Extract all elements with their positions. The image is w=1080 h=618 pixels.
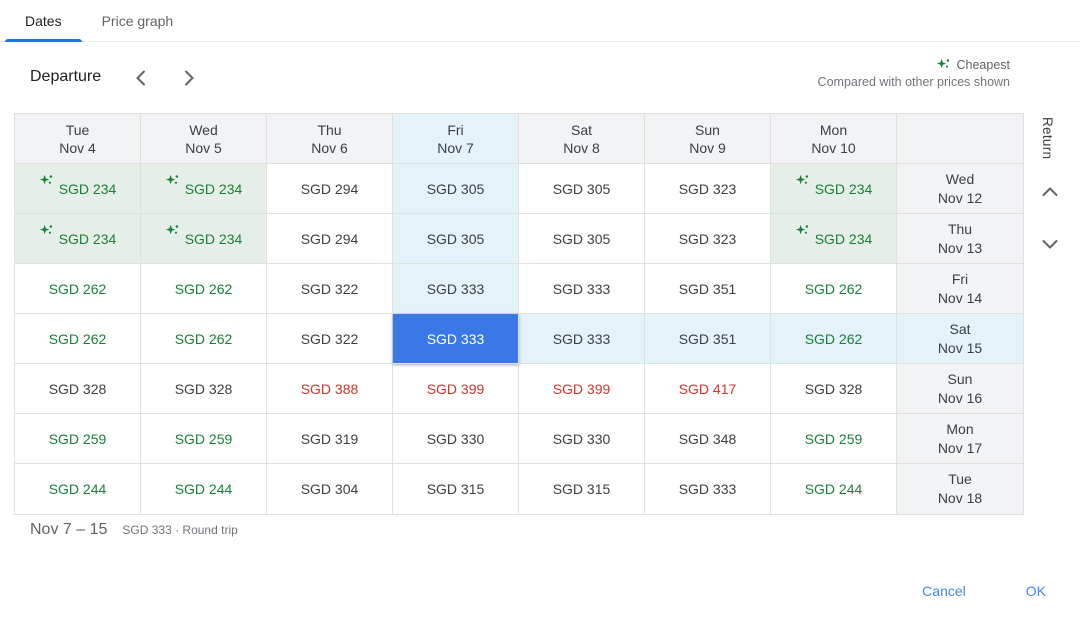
tab-dates[interactable]: Dates	[5, 0, 82, 42]
price-cell[interactable]: SGD 348	[645, 414, 771, 464]
return-date-cell: Tue Nov 18	[897, 464, 1023, 514]
price-cell[interactable]: SGD 294	[267, 214, 393, 264]
price-cell[interactable]: SGD 305	[393, 214, 519, 264]
column-header-cell: Mon Nov 10	[771, 114, 897, 164]
price-cell[interactable]: SGD 262	[141, 314, 267, 364]
price-cell[interactable]: SGD 244	[771, 464, 897, 514]
price-cell[interactable]: SGD 399	[393, 364, 519, 414]
tab-bar: Dates Price graph	[0, 0, 1080, 42]
column-header-cell: Sat Nov 8	[519, 114, 645, 164]
column-header-cell: Tue Nov 4	[15, 114, 141, 164]
price-cell[interactable]: SGD 234	[141, 214, 267, 264]
price-cell[interactable]: SGD 234	[15, 214, 141, 264]
price-cell[interactable]: SGD 294	[267, 164, 393, 214]
selected-date-range: Nov 7 – 15	[30, 521, 108, 538]
return-date-cell: Thu Nov 13	[897, 214, 1023, 264]
tab-dates-label: Dates	[25, 12, 62, 29]
cheapest-icon	[165, 174, 178, 185]
price-cell[interactable]: SGD 323	[645, 164, 771, 214]
departure-label: Departure	[30, 68, 102, 85]
chevron-right-icon	[185, 70, 194, 86]
cheapest-icon	[795, 174, 808, 185]
price-cell[interactable]: SGD 351	[645, 264, 771, 314]
previous-dates-button[interactable]	[127, 64, 155, 92]
price-cell[interactable]: SGD 262	[15, 264, 141, 314]
selected-price-detail: SGD 333 · Round trip	[122, 523, 238, 537]
trip-summary: Nov 7 – 15 SGD 333 · Round trip	[30, 521, 238, 539]
price-cell[interactable]: SGD 328	[15, 364, 141, 414]
price-cell[interactable]: SGD 319	[267, 414, 393, 464]
return-scroll-down-button[interactable]	[1036, 230, 1064, 258]
price-cell[interactable]: SGD 259	[141, 414, 267, 464]
price-cell[interactable]: SGD 305	[393, 164, 519, 214]
cheapest-icon	[39, 174, 52, 185]
cheapest-legend: Cheapest Compared with other prices show…	[817, 57, 1010, 90]
column-header-empty-cell	[897, 114, 1023, 164]
chevron-left-icon	[136, 70, 145, 86]
price-cell[interactable]: SGD 333	[519, 314, 645, 364]
column-header-cell: Fri Nov 7	[393, 114, 519, 164]
chevron-down-icon	[1042, 240, 1058, 249]
price-cell[interactable]: SGD 417	[645, 364, 771, 414]
price-cell[interactable]: SGD 259	[15, 414, 141, 464]
return-date-cell: Sun Nov 16	[897, 364, 1023, 414]
return-scroll-up-button[interactable]	[1036, 178, 1064, 206]
price-cell[interactable]: SGD 333	[393, 264, 519, 314]
price-cell[interactable]: SGD 234	[15, 164, 141, 214]
price-cell-selected[interactable]: SGD 333	[393, 314, 519, 364]
column-header-cell: Sun Nov 9	[645, 114, 771, 164]
price-cell[interactable]: SGD 305	[519, 164, 645, 214]
price-cell[interactable]: SGD 399	[519, 364, 645, 414]
price-cell[interactable]: SGD 388	[267, 364, 393, 414]
legend-subtitle: Compared with other prices shown	[817, 75, 1010, 89]
price-grid: Tue Nov 4 Wed Nov 5 Thu Nov 6 Fri Nov 7 Sat Nov 8…	[14, 113, 1024, 515]
price-cell[interactable]: SGD 234	[771, 164, 897, 214]
price-cell[interactable]: SGD 333	[519, 264, 645, 314]
ok-button[interactable]: OK	[1022, 577, 1050, 605]
dialog-actions: Cancel OK	[918, 577, 1050, 605]
price-cell[interactable]: SGD 262	[141, 264, 267, 314]
cheapest-icon	[165, 224, 178, 235]
price-cell[interactable]: SGD 234	[771, 214, 897, 264]
price-cell[interactable]: SGD 322	[267, 264, 393, 314]
price-cell[interactable]: SGD 351	[645, 314, 771, 364]
price-cell[interactable]: SGD 234	[141, 164, 267, 214]
return-axis-label: Return	[1040, 117, 1055, 160]
price-cell[interactable]: SGD 259	[771, 414, 897, 464]
price-cell[interactable]: SGD 330	[393, 414, 519, 464]
return-date-cell: Mon Nov 17	[897, 414, 1023, 464]
price-cell[interactable]: SGD 330	[519, 414, 645, 464]
next-dates-button[interactable]	[175, 64, 203, 92]
cheapest-sparkle-icon	[937, 58, 950, 69]
price-cell[interactable]: SGD 328	[141, 364, 267, 414]
price-cell[interactable]: SGD 244	[15, 464, 141, 514]
cheapest-icon	[795, 224, 808, 235]
price-cell[interactable]: SGD 322	[267, 314, 393, 364]
price-cell[interactable]: SGD 328	[771, 364, 897, 414]
return-date-cell: Fri Nov 14	[897, 264, 1023, 314]
price-cell[interactable]: SGD 315	[393, 464, 519, 514]
cheapest-icon	[39, 224, 52, 235]
return-date-cell: Wed Nov 12	[897, 164, 1023, 214]
price-cell[interactable]: SGD 262	[15, 314, 141, 364]
column-header-cell: Thu Nov 6	[267, 114, 393, 164]
return-date-cell: Sat Nov 15	[897, 314, 1023, 364]
price-cell[interactable]: SGD 262	[771, 264, 897, 314]
column-header-cell: Wed Nov 5	[141, 114, 267, 164]
cancel-button[interactable]: Cancel	[918, 577, 970, 605]
price-cell[interactable]: SGD 315	[519, 464, 645, 514]
tab-price-graph[interactable]: Price graph	[82, 0, 194, 41]
price-cell[interactable]: SGD 304	[267, 464, 393, 514]
price-cell[interactable]: SGD 244	[141, 464, 267, 514]
tab-price-graph-label: Price graph	[101, 12, 174, 29]
price-cell[interactable]: SGD 323	[645, 214, 771, 264]
price-cell[interactable]: SGD 262	[771, 314, 897, 364]
price-cell[interactable]: SGD 305	[519, 214, 645, 264]
price-cell[interactable]: SGD 333	[645, 464, 771, 514]
cheapest-legend-label: Cheapest	[956, 57, 1010, 72]
chevron-up-icon	[1042, 187, 1058, 196]
